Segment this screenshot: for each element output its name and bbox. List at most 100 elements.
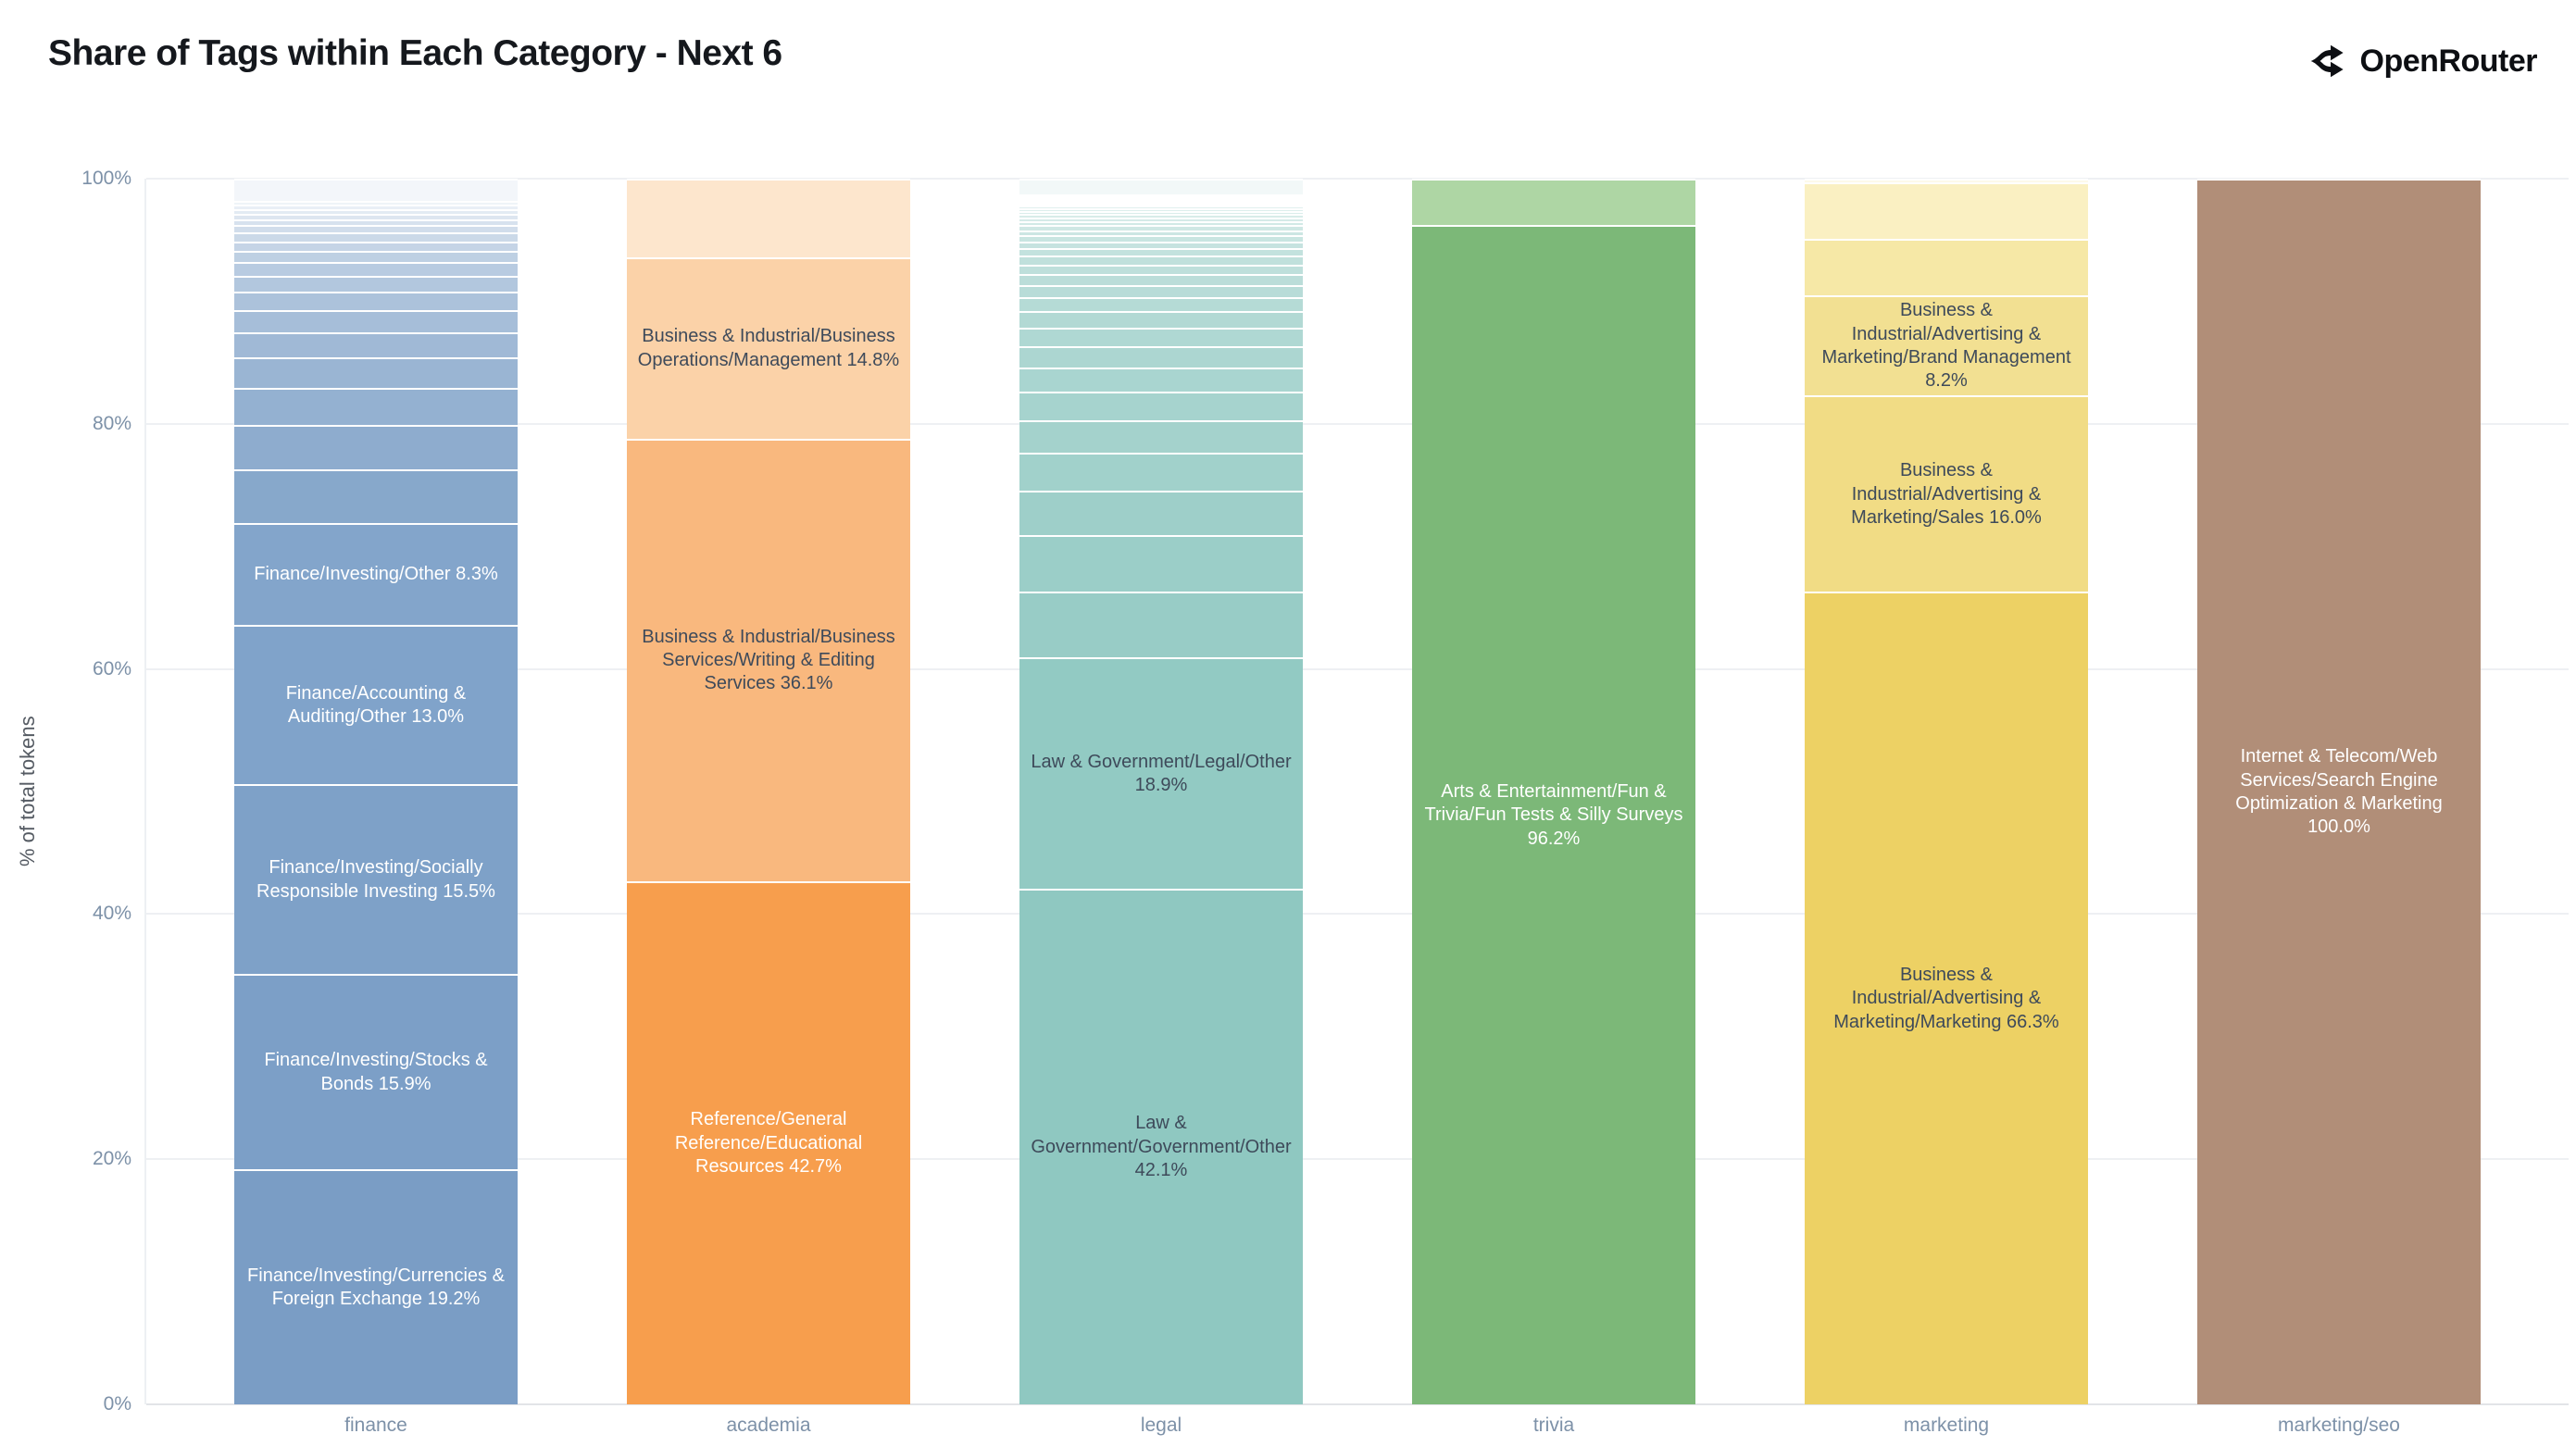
bar-segment-unlabeled[interactable]	[234, 388, 518, 426]
bar-segment-unlabeled[interactable]	[1019, 311, 1303, 328]
bar-segment-unlabeled[interactable]	[234, 251, 518, 263]
bar-segment-unlabeled[interactable]	[1805, 179, 2088, 183]
bar-segment-unlabeled[interactable]	[1019, 178, 1303, 194]
bar-finance[interactable]: Finance/Investing/Currencies & Foreign E…	[234, 179, 518, 1404]
bar-segment-unlabeled[interactable]	[234, 291, 518, 310]
bar-segment-unlabeled[interactable]	[1019, 274, 1303, 286]
segment-label: Law & Government/Government/Other 42.1%	[1031, 1113, 1292, 1181]
bar-segment[interactable]: Reference/General Reference/Educational …	[627, 880, 910, 1404]
brand-name: OpenRouter	[2359, 43, 2538, 79]
bar-segment-unlabeled[interactable]	[1019, 534, 1303, 592]
bar-academia[interactable]: Reference/General Reference/Educational …	[627, 179, 910, 1404]
bar-segment-unlabeled[interactable]	[1019, 453, 1303, 492]
bar-segment-unlabeled[interactable]	[1019, 392, 1303, 420]
segment-label: Finance/Investing/Currencies & Foreign E…	[247, 1265, 505, 1309]
bar-segment[interactable]: Business & Industrial/Advertising & Mark…	[1805, 395, 2088, 592]
bar-segment[interactable]: Law & Government/Legal/Other 18.9%	[1019, 657, 1303, 890]
bar-segment-unlabeled[interactable]	[1019, 345, 1303, 368]
bar-segment[interactable]: Arts & Entertainment/Fun & Trivia/Fun Te…	[1412, 225, 1695, 1404]
bar-segment[interactable]: Business & Industrial/Business Services/…	[627, 438, 910, 881]
segment-label: Arts & Entertainment/Fun & Trivia/Fun Te…	[1424, 781, 1683, 849]
gridline-100%	[146, 178, 2569, 180]
bar-segment-unlabeled[interactable]	[1019, 367, 1303, 393]
bar-segment-unlabeled[interactable]	[1805, 182, 2088, 239]
gridline-80%	[146, 422, 2569, 425]
bar-segment-unlabeled[interactable]	[1805, 238, 2088, 295]
bar-segment[interactable]: Business & Industrial/Advertising & Mark…	[1805, 592, 2088, 1404]
bar-segment[interactable]: Internet & Telecom/Web Services/Search E…	[2197, 179, 2481, 1404]
bar-segment-unlabeled[interactable]	[234, 309, 518, 332]
bar-marketing[interactable]: Business & Industrial/Advertising & Mark…	[1805, 179, 2088, 1404]
x-tick-marketing/seo: marketing/seo	[2278, 1415, 2400, 1436]
bar-segment-unlabeled[interactable]	[234, 425, 518, 469]
bar-segment-unlabeled[interactable]	[1019, 327, 1303, 346]
bar-segment-unlabeled[interactable]	[234, 208, 518, 214]
bar-segment-unlabeled[interactable]	[234, 331, 518, 358]
bar-segment-unlabeled[interactable]	[234, 357, 518, 389]
bar-marketing/seo[interactable]: Internet & Telecom/Web Services/Search E…	[2197, 179, 2481, 1404]
bar-segment-unlabeled[interactable]	[1019, 419, 1303, 454]
bar-trivia[interactable]: Arts & Entertainment/Fun & Trivia/Fun Te…	[1412, 179, 1695, 1404]
bar-segment-unlabeled[interactable]	[1019, 217, 1303, 221]
bar-segment-unlabeled[interactable]	[1019, 201, 1303, 204]
bar-segment-unlabeled[interactable]	[234, 468, 518, 524]
bar-segment-unlabeled[interactable]	[1019, 248, 1303, 256]
openrouter-logo-icon	[2310, 44, 2344, 78]
bar-segment-unlabeled[interactable]	[1019, 230, 1303, 236]
bar-segment-unlabeled[interactable]	[1019, 220, 1303, 226]
bar-segment-unlabeled[interactable]	[1019, 242, 1303, 249]
bar-segment-unlabeled[interactable]	[234, 200, 518, 205]
segment-label: Business & Industrial/Advertising & Mark…	[1833, 965, 2059, 1032]
bar-segment-unlabeled[interactable]	[234, 218, 518, 226]
bar-segment-unlabeled[interactable]	[234, 232, 518, 242]
bar-segment-unlabeled[interactable]	[1019, 297, 1303, 312]
bar-slot-academia: Reference/General Reference/Educational …	[572, 179, 965, 1404]
bar-segment-unlabeled[interactable]	[1019, 207, 1303, 211]
bar-segment[interactable]: Finance/Accounting & Auditing/Other 13.0…	[234, 624, 518, 785]
bar-segment-unlabeled[interactable]	[1019, 213, 1303, 218]
bar-segment-unlabeled[interactable]	[1019, 203, 1303, 206]
bar-segment-unlabeled[interactable]	[234, 204, 518, 209]
segment-label: Business & Industrial/Advertising & Mark…	[1851, 460, 2042, 528]
bar-segment-unlabeled[interactable]	[1019, 591, 1303, 658]
bar-legal[interactable]: Law & Government/Government/Other 42.1% L…	[1019, 178, 1303, 1404]
bar-segment-unlabeled[interactable]	[627, 179, 910, 257]
bar-segment-unlabeled[interactable]	[1019, 285, 1303, 298]
bar-segment-unlabeled[interactable]	[1019, 206, 1303, 208]
bar-segment-unlabeled[interactable]	[1019, 195, 1303, 198]
bar-segment-unlabeled[interactable]	[1019, 210, 1303, 214]
x-tick-trivia: trivia	[1532, 1415, 1575, 1436]
bar-segment-unlabeled[interactable]	[1019, 491, 1303, 535]
bar-segment-unlabeled[interactable]	[1019, 197, 1303, 200]
bars: Finance/Investing/Currencies & Foreign E…	[180, 178, 2535, 1404]
bar-segment-unlabeled[interactable]	[1019, 199, 1303, 202]
y-tick-60%: 60%	[92, 657, 131, 679]
bar-slot-finance: Finance/Investing/Currencies & Foreign E…	[180, 179, 572, 1404]
segment-label: Finance/Investing/Stocks & Bonds 15.9%	[264, 1050, 488, 1094]
bar-segment[interactable]: Business & Industrial/Advertising & Mark…	[1805, 294, 2088, 396]
bar-segment[interactable]: Finance/Investing/Currencies & Foreign E…	[234, 1168, 518, 1404]
bar-segment[interactable]: Finance/Investing/Stocks & Bonds 15.9%	[234, 974, 518, 1169]
bar-segment[interactable]: Finance/Investing/Other 8.3%	[234, 523, 518, 625]
bar-segment-unlabeled[interactable]	[234, 262, 518, 276]
brand: OpenRouter	[2307, 41, 2538, 81]
bar-segment-unlabeled[interactable]	[1019, 264, 1303, 275]
bar-segment-unlabeled[interactable]	[1019, 225, 1303, 231]
bar-segment-unlabeled[interactable]	[1019, 193, 1303, 196]
x-labels: finance academia legal trivia marketing marke…	[180, 1415, 2535, 1437]
bar-segment-unlabeled[interactable]	[1412, 179, 1695, 226]
segment-label: Law & Government/Legal/Other 18.9%	[1031, 751, 1292, 796]
bar-segment-unlabeled[interactable]	[234, 241, 518, 252]
chart-area: 0% 20% 40% 60% 80% 100% Finance/Investing/Cur…	[81, 168, 2569, 1415]
bar-segment-unlabeled[interactable]	[234, 225, 518, 233]
segment-label: Business & Industrial/Business Operation…	[637, 326, 900, 370]
bar-segment-unlabeled[interactable]	[1019, 235, 1303, 243]
bar-segment-unlabeled[interactable]	[234, 179, 518, 201]
bar-segment-unlabeled[interactable]	[234, 213, 518, 219]
bar-segment[interactable]: Business & Industrial/Business Operation…	[627, 256, 910, 439]
bar-segment-unlabeled[interactable]	[234, 275, 518, 292]
bar-segment[interactable]: Finance/Investing/Socially Responsible I…	[234, 784, 518, 975]
bar-segment[interactable]: Law & Government/Government/Other 42.1%	[1019, 889, 1303, 1404]
bar-segment-unlabeled[interactable]	[1019, 256, 1303, 265]
bar-slot-trivia: Arts & Entertainment/Fun & Trivia/Fun Te…	[1357, 179, 1750, 1404]
